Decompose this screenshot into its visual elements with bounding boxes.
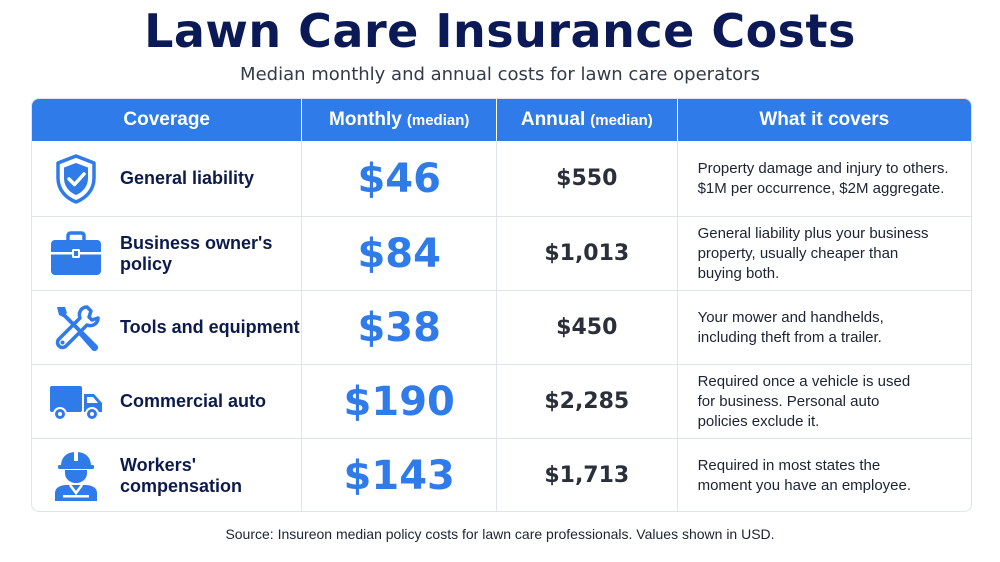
coverage-label: General liability (120, 168, 255, 188)
header-covers-label: What it covers (759, 109, 890, 130)
table-header: Coverage Monthly (median) Annual (median) … (32, 99, 971, 141)
coverage-cell: Commercial auto (32, 365, 303, 438)
coverage-label: Workers' compensation (120, 454, 243, 496)
covers-line: Required once a vehicle is used (697, 372, 911, 390)
covers-line: $1M per occurrence, $2M aggregate. (697, 179, 945, 197)
annual-cost: $450 (497, 291, 678, 364)
worker-hardhat-icon (48, 448, 104, 504)
covers-line: Your mower and handhelds, (697, 308, 884, 326)
header-annual-label: Annual (520, 109, 586, 130)
header-annual: Annual (median) (497, 99, 678, 141)
coverage-label: Business owner's policy (120, 232, 273, 274)
monthly-cost: $38 (302, 291, 497, 364)
covers-line: Required in most states the (697, 456, 881, 474)
coverage-label: Tools and equipment (120, 317, 300, 337)
covers-cell: Your mower and handhelds, including thef… (678, 291, 971, 364)
coverage-cell: Workers' compensation (32, 439, 303, 511)
coverage-label: Commercial auto (120, 391, 267, 411)
header-monthly-label: Monthly (329, 109, 402, 130)
header-coverage-label: Coverage (123, 109, 211, 130)
table-row: Tools and equipment $38 $450 Your mower … (32, 290, 971, 364)
cost-table: Coverage Monthly (median) Annual (median) … (31, 98, 972, 512)
annual-cost: $1,713 (497, 439, 678, 511)
covers-line: for business. Personal auto (697, 392, 880, 410)
monthly-cost: $190 (302, 365, 497, 438)
covers-line: Property damage and injury to others. (697, 159, 949, 177)
monthly-cost: $46 (302, 141, 497, 216)
covers-line: General liability plus your business (697, 224, 929, 242)
source-note: Source: Insureon median policy costs for… (225, 526, 775, 542)
annual-cost: $2,285 (497, 365, 678, 438)
briefcase-icon (48, 226, 104, 282)
page-title: Lawn Care Insurance Costs (144, 4, 856, 58)
truck-icon (48, 374, 104, 430)
annual-cost: $550 (497, 141, 678, 216)
header-monthly-note: (median) (406, 111, 470, 129)
covers-line: policies exclude it. (697, 412, 820, 430)
table-row: Workers' compensation $143 $1,713 Requir… (32, 438, 971, 511)
coverage-cell: Tools and equipment (32, 291, 303, 364)
covers-cell: Required once a vehicle is used for busi… (678, 365, 971, 438)
header-coverage: Coverage (32, 99, 303, 141)
header-monthly: Monthly (median) (302, 99, 498, 141)
wrench-screwdriver-icon (48, 300, 104, 356)
monthly-cost: $143 (302, 439, 497, 511)
covers-cell: Property damage and injury to others. $1… (678, 141, 971, 216)
header-covers: What it covers (678, 99, 971, 141)
covers-line: buying both. (697, 264, 780, 282)
covers-cell: General liability plus your business pro… (678, 217, 971, 290)
header-annual-note: (median) (590, 111, 653, 129)
coverage-cell: Business owner's policy (32, 217, 303, 290)
covers-line: including theft from a trailer. (697, 328, 882, 346)
table-row: Business owner's policy $84 $1,013 Gener… (32, 216, 971, 290)
annual-cost: $1,013 (497, 217, 678, 290)
coverage-cell: General liability (32, 141, 303, 216)
shield-check-icon (48, 151, 104, 207)
table-row: Commercial auto $190 $2,285 Required onc… (32, 364, 971, 438)
monthly-cost: $84 (302, 217, 497, 290)
covers-line: property, usually cheaper than (697, 244, 899, 262)
table-row: General liability $46 $550 Property dama… (32, 141, 971, 216)
page-subtitle: Median monthly and annual costs for lawn… (240, 64, 760, 85)
covers-cell: Required in most states the moment you h… (678, 439, 971, 511)
covers-line: moment you have an employee. (697, 476, 912, 494)
